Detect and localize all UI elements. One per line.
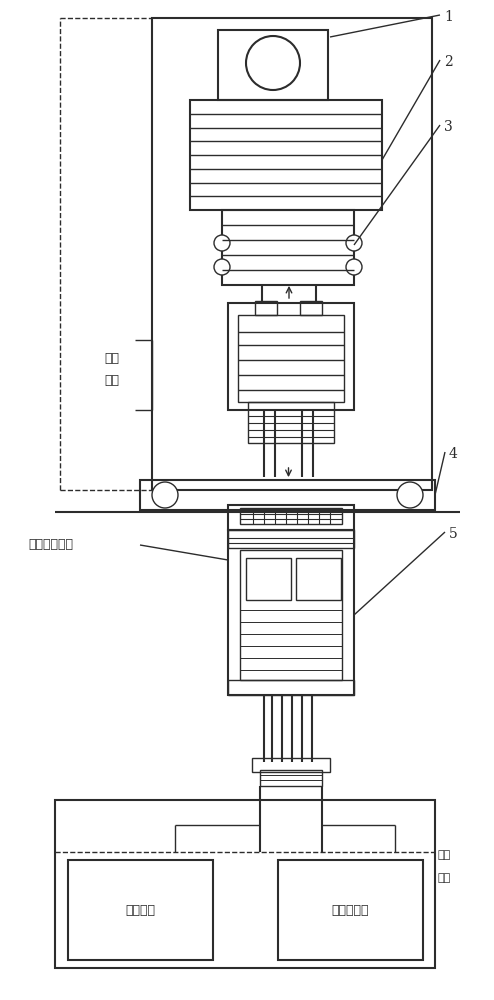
Text: 1: 1 [444, 10, 453, 24]
Bar [240, 508, 342, 524]
Bar [228, 303, 354, 410]
Bar [278, 860, 423, 960]
Bar [296, 558, 341, 600]
Bar [246, 558, 291, 600]
Text: 电路板电源: 电路板电源 [331, 904, 369, 916]
Circle shape [214, 259, 230, 275]
Text: 电路: 电路 [438, 850, 451, 860]
Bar [260, 770, 322, 786]
Bar [228, 680, 354, 695]
Circle shape [397, 482, 423, 508]
Circle shape [346, 259, 362, 275]
Bar [252, 758, 330, 772]
Bar [300, 301, 322, 315]
Bar [152, 18, 432, 490]
Circle shape [346, 235, 362, 251]
Circle shape [152, 482, 178, 508]
Circle shape [214, 235, 230, 251]
Bar [228, 505, 354, 530]
Text: 3: 3 [444, 120, 453, 134]
Bar [68, 860, 213, 960]
Text: 嵌入: 嵌入 [105, 352, 120, 364]
Bar [218, 30, 328, 100]
Text: 部分: 部分 [438, 873, 451, 883]
Text: 电池电源: 电池电源 [125, 904, 155, 916]
Bar [238, 315, 344, 402]
Text: 4: 4 [449, 447, 458, 461]
Bar [240, 550, 342, 680]
Text: 2: 2 [444, 55, 453, 69]
Bar [248, 402, 334, 443]
Bar [228, 530, 354, 695]
Text: 水下设备机壳: 水下设备机壳 [28, 538, 73, 552]
Text: 5: 5 [449, 527, 458, 541]
Bar [140, 480, 435, 510]
Text: 插座: 插座 [105, 373, 120, 386]
Bar [222, 210, 354, 285]
Bar [228, 530, 354, 548]
Bar [55, 800, 435, 968]
Bar [255, 301, 277, 315]
Bar [190, 100, 382, 210]
